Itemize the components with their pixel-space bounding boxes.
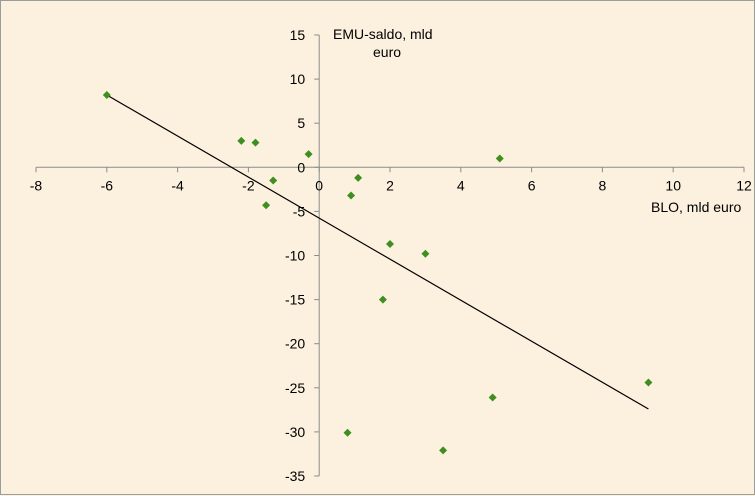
y-axis-title-line-1: EMU-saldo, mld: [333, 26, 433, 42]
data-point: [262, 201, 271, 210]
data-point: [495, 154, 504, 163]
y-tick-label: -25: [285, 380, 305, 396]
trendline: [106, 94, 649, 410]
y-tick-label: -20: [285, 336, 305, 352]
x-tick-label: 8: [599, 177, 607, 193]
x-tick-label: -8: [30, 177, 43, 193]
y-tick-label: 0: [297, 159, 305, 175]
x-tick-label: -2: [242, 177, 255, 193]
axes: [35, 34, 745, 477]
x-tick-label: 6: [528, 177, 536, 193]
data-point: [304, 150, 313, 159]
y-tick-label: 15: [290, 27, 306, 43]
y-tick-label: -15: [285, 292, 305, 308]
y-tick-label: -5: [293, 203, 306, 219]
x-tick-label: -6: [101, 177, 114, 193]
x-axis-title: BLO, mld euro: [651, 199, 741, 215]
x-tick-label: 4: [457, 177, 465, 193]
data-point: [347, 191, 356, 200]
data-point: [343, 428, 352, 437]
data-point: [237, 136, 246, 145]
y-tick-label: 5: [297, 115, 305, 131]
y-tick-label: -35: [285, 468, 305, 484]
data-point: [269, 176, 278, 185]
data-point: [439, 446, 448, 455]
trendline-layer: [106, 94, 649, 410]
y-tick-label: -30: [285, 424, 305, 440]
data-point: [421, 249, 430, 258]
data-point: [488, 393, 497, 402]
data-point: [251, 138, 260, 147]
data-point: [378, 295, 387, 304]
data-point: [644, 378, 653, 387]
y-axis-title-line-2: euro: [373, 44, 401, 60]
x-tick-label: -4: [171, 177, 184, 193]
x-tick-label: 10: [665, 177, 681, 193]
x-tick-label: 2: [386, 177, 394, 193]
x-tick-label: 12: [736, 177, 752, 193]
y-tick-label: 10: [290, 71, 306, 87]
data-point: [102, 90, 111, 99]
x-tick-label: 0: [315, 177, 323, 193]
data-points: [102, 90, 653, 455]
y-tick-label: -10: [285, 248, 305, 264]
data-point: [354, 173, 363, 182]
data-point: [386, 240, 394, 249]
tick-labels: -8 -6 -4 -2 0 2 4 6 8 10 12151050-5-10-15-20-25-30…: [30, 27, 752, 484]
